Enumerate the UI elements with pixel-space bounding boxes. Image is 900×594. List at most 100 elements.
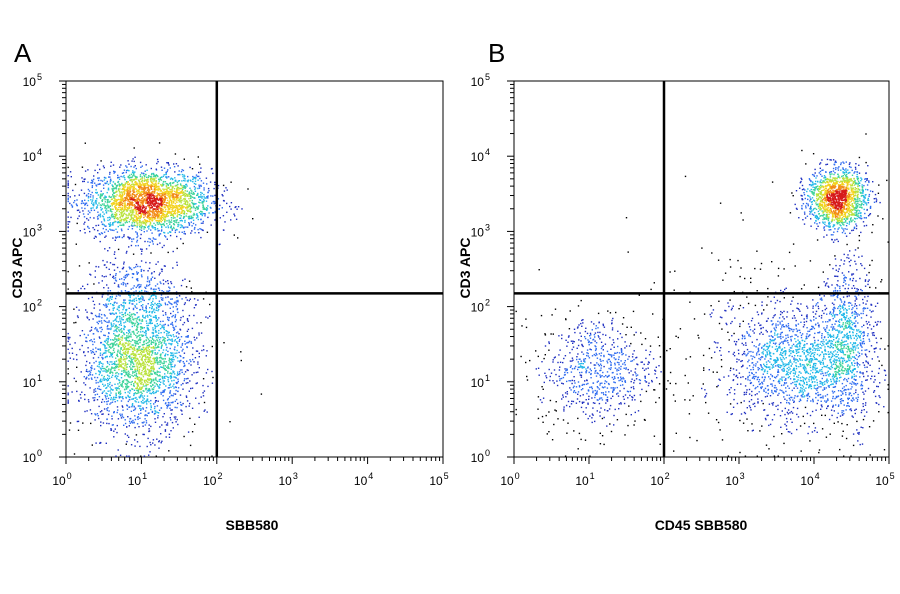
event-dot (149, 201, 151, 204)
event-dot (149, 224, 151, 226)
event-dot (121, 211, 123, 213)
event-dot (125, 204, 127, 207)
event-dot (156, 339, 158, 341)
event-dot (136, 200, 139, 202)
event-dot (145, 339, 148, 342)
event-dot (134, 205, 136, 207)
event-dot (150, 372, 152, 375)
event-dot (163, 342, 165, 344)
event-dot (158, 380, 160, 382)
event-dot (120, 336, 122, 338)
event-dot (105, 235, 107, 237)
event-dot (151, 337, 153, 339)
event-dot (126, 455, 128, 457)
event-dot (146, 183, 148, 185)
event-dot (156, 358, 158, 360)
event-dot (178, 201, 180, 203)
event-dot (134, 408, 136, 411)
event-dot (142, 308, 144, 310)
event-dot (182, 194, 184, 196)
event-dot (171, 339, 173, 341)
event-dot (132, 179, 134, 181)
event-dot (167, 162, 169, 164)
event-dot (137, 405, 140, 407)
event-dot (128, 183, 131, 185)
event-dot (120, 200, 122, 202)
event-dot (149, 241, 151, 243)
event-dot (93, 303, 96, 306)
event-dot (104, 345, 106, 347)
event-dot (109, 273, 111, 276)
event-dot (223, 342, 225, 344)
event-dot (162, 365, 165, 367)
event-dot (169, 358, 172, 361)
event-dot (129, 318, 132, 320)
event-dot (138, 373, 140, 375)
event-dot (148, 193, 150, 195)
event-dot (158, 192, 161, 195)
event-dot (129, 360, 132, 363)
event-dot (132, 384, 135, 387)
event-dot (113, 342, 116, 344)
event-dot (157, 202, 159, 204)
event-dot (154, 343, 157, 346)
event-dot (121, 207, 123, 209)
event-dot (160, 353, 162, 355)
event-dot (161, 341, 163, 344)
event-dot (121, 182, 123, 185)
event-dot (89, 362, 91, 364)
event-dot (170, 323, 172, 325)
event-dot (136, 377, 138, 379)
event-dot (163, 167, 166, 169)
event-dot (123, 220, 125, 222)
event-dot (155, 263, 157, 265)
event-dot (137, 331, 140, 333)
event-dot (175, 302, 177, 304)
event-dot (99, 183, 101, 185)
event-dot (169, 188, 171, 191)
event-dot (108, 299, 111, 301)
event-dot (203, 201, 205, 203)
event-dot (151, 206, 153, 208)
event-dot (172, 202, 175, 204)
event-dot (122, 197, 124, 199)
event-dot (168, 211, 171, 213)
event-dot (178, 187, 180, 189)
event-dot (199, 199, 202, 201)
event-dot (144, 223, 147, 225)
event-dot (116, 424, 118, 427)
event-dot (140, 297, 142, 299)
event-dot (172, 194, 175, 196)
event-dot (151, 354, 153, 356)
event-dot (150, 370, 152, 372)
event-dot (92, 333, 95, 335)
event-dot (67, 198, 69, 201)
event-dot (151, 322, 153, 324)
event-dot (124, 184, 127, 186)
event-dot (115, 208, 117, 210)
event-dot (147, 374, 149, 376)
event-dot (181, 191, 183, 194)
event-dot (200, 184, 202, 187)
event-dot (130, 358, 132, 360)
event-dot (173, 193, 175, 195)
event-dot (156, 438, 158, 440)
event-dot (194, 188, 196, 191)
event-dot (186, 400, 189, 402)
event-dot (99, 168, 101, 171)
event-dot (169, 197, 171, 199)
event-dot (107, 413, 110, 416)
event-dot (182, 242, 184, 245)
event-dot (147, 196, 149, 198)
event-dot (163, 361, 165, 363)
event-dot (122, 198, 124, 200)
event-dot (130, 218, 133, 220)
event-dot (99, 380, 101, 382)
event-dot (158, 213, 160, 215)
event-dot (77, 429, 80, 431)
event-dot (131, 176, 133, 179)
event-dot (115, 396, 118, 399)
event-dot (142, 207, 144, 209)
event-dot (86, 204, 89, 207)
event-dot (130, 410, 133, 412)
